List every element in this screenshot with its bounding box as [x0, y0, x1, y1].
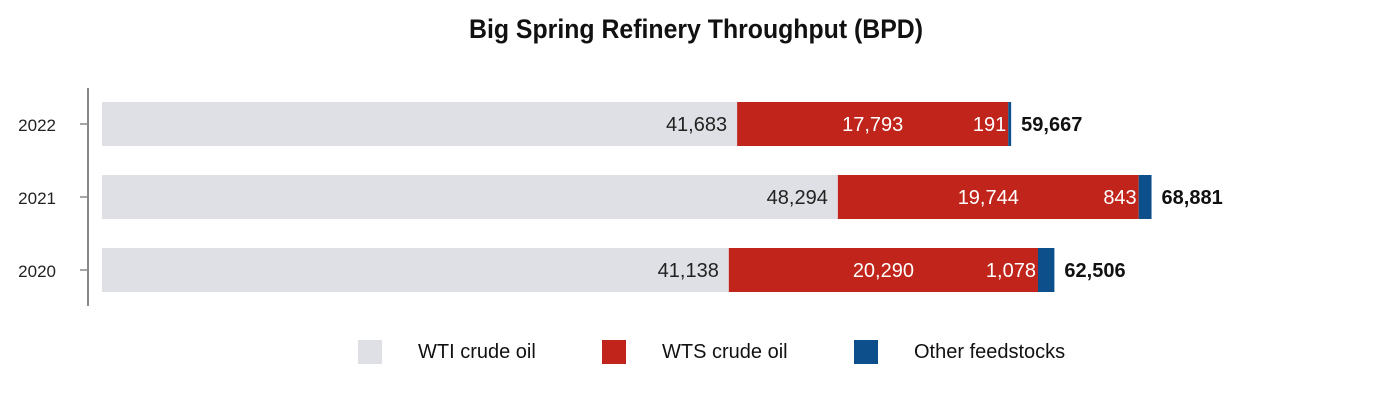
- legend-item-wti: WTI crude oil: [358, 340, 536, 364]
- bar-wts: [737, 102, 1009, 146]
- legend-swatch-wts: [602, 340, 626, 364]
- data-label-other: 1,078: [986, 260, 1036, 282]
- bar-other: [1008, 102, 1012, 146]
- data-label-other: 843: [1103, 187, 1136, 209]
- legend-swatch-wti: [358, 340, 382, 364]
- bar-wti: [102, 248, 729, 292]
- bar-wts: [837, 175, 1139, 219]
- data-label-wti: 41,683: [666, 114, 727, 136]
- legend-label-wti: WTI crude oil: [418, 340, 536, 363]
- legend-label-wts: WTS crude oil: [662, 340, 788, 363]
- total-label: 68,881: [1162, 187, 1223, 209]
- data-label-wts: 20,290: [853, 260, 914, 282]
- chart-title: Big Spring Refinery Throughput (BPD): [469, 14, 923, 44]
- bar-wts: [728, 248, 1038, 292]
- data-label-wti: 41,138: [658, 260, 719, 282]
- y-tick-label: 2022: [18, 116, 56, 135]
- bar-wti: [102, 102, 738, 146]
- bar-wti: [102, 175, 838, 219]
- y-tick-label: 2020: [18, 262, 56, 281]
- bar-other: [1037, 248, 1055, 292]
- y-tick-label: 2021: [18, 189, 56, 208]
- bar-other: [1138, 175, 1152, 219]
- data-label-wts: 17,793: [842, 114, 903, 136]
- legend-swatch-other: [854, 340, 878, 364]
- data-label-other: 191: [973, 114, 1006, 136]
- data-label-wti: 48,294: [767, 187, 828, 209]
- data-label-wts: 19,744: [958, 187, 1019, 209]
- legend-item-other: Other feedstocks: [854, 340, 1065, 364]
- total-label: 62,506: [1064, 260, 1125, 282]
- total-label: 59,667: [1021, 114, 1082, 136]
- throughput-chart: 2022 41,683 17,793 191 59,667 2021 48,294 19,74…: [18, 88, 1223, 306]
- legend-item-wts: WTS crude oil: [602, 340, 788, 364]
- legend: WTI crude oil WTS crude oil Other feedst…: [0, 340, 1392, 374]
- legend-label-other: Other feedstocks: [914, 340, 1066, 363]
